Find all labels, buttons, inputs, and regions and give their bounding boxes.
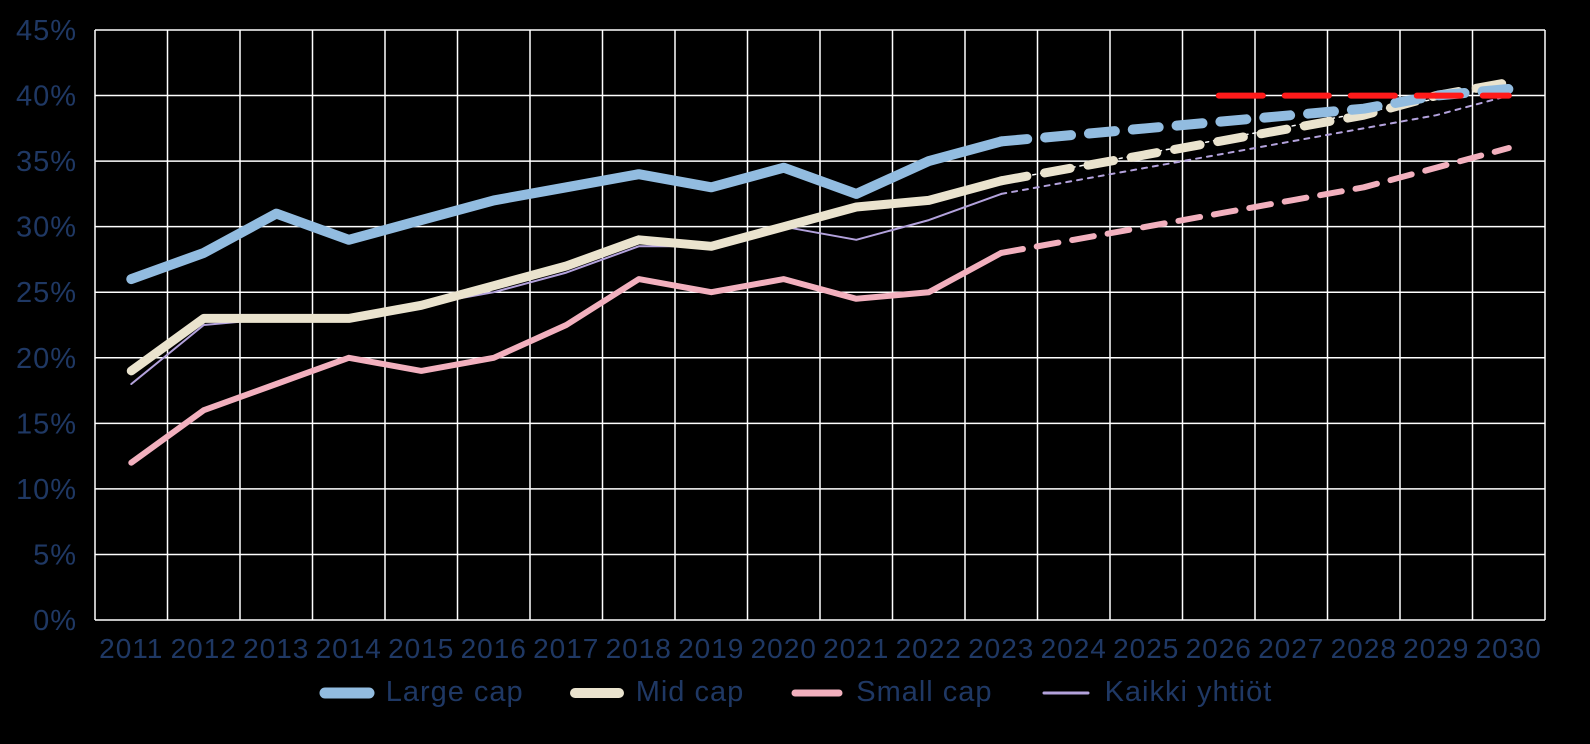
- x-axis-label: 2015: [388, 633, 454, 664]
- x-axis-label: 2028: [1331, 633, 1397, 664]
- x-axis-label: 2023: [968, 633, 1034, 664]
- x-axis-label: 2024: [1041, 633, 1107, 664]
- y-axis-label: 20%: [16, 343, 77, 375]
- legend-item-large-cap: Large cap: [318, 676, 524, 709]
- x-axis-label: 2022: [896, 633, 962, 664]
- series-mid-cap-forecast-line: [996, 77, 1514, 186]
- x-axis-label: 2029: [1403, 633, 1469, 664]
- x-axis-label: 2011: [99, 633, 163, 664]
- legend-item-small-cap: Small cap: [788, 676, 992, 709]
- x-axis-label: 2018: [606, 633, 672, 664]
- x-axis-label: 2020: [751, 633, 817, 664]
- series-small-cap-forecast-line: [998, 145, 1512, 256]
- series-large-cap-line: [126, 136, 1007, 285]
- large-cap-line-swatch-icon: [319, 687, 375, 698]
- series-kaikki-yhti-t-forecast-line: [1000, 94, 1510, 195]
- legend-item-kaikki-yhtiot: Kaikki yhtiöt: [1037, 676, 1273, 709]
- x-axis-label: 2026: [1186, 633, 1252, 664]
- y-axis-label: 25%: [16, 277, 77, 309]
- x-axis-label: 2013: [243, 633, 309, 664]
- mid-cap-line-swatch-icon: [569, 687, 624, 698]
- trendline: [1000, 84, 1510, 182]
- y-axis-label: 5%: [33, 539, 77, 571]
- x-axis-label: 2012: [171, 633, 237, 664]
- series-mid-cap-line: [126, 176, 1006, 376]
- series-small-cap-line: [128, 249, 1005, 466]
- y-axis-label: 0%: [33, 605, 77, 637]
- y-axis-label: 15%: [16, 408, 77, 440]
- x-axis-label: 2017: [533, 633, 599, 664]
- legend: Large cap Mid cap Small cap Kaikki yhtiö…: [0, 676, 1590, 709]
- x-axis-label: 2025: [1113, 633, 1179, 664]
- y-axis-label: 45%: [16, 15, 77, 47]
- x-axis-label: 2014: [316, 633, 382, 664]
- x-axis-label: 2027: [1258, 633, 1324, 664]
- x-axis-label: 2030: [1476, 633, 1542, 664]
- x-axis-label: 2016: [461, 633, 527, 664]
- x-axis-label: 2021: [823, 633, 889, 664]
- small-cap-line-swatch-icon: [791, 689, 843, 696]
- y-axis-label: 10%: [16, 474, 77, 506]
- kaikki-yhtiot-line-swatch-icon: [1042, 691, 1090, 694]
- legend-label-mid-cap: Mid cap: [635, 676, 745, 708]
- y-axis-label: 30%: [16, 212, 77, 244]
- y-axis-label: 35%: [16, 146, 77, 178]
- legend-label-small-cap: Small cap: [856, 676, 993, 708]
- legend-label-kaikki-yhtiot: Kaikki yhtiöt: [1104, 676, 1273, 708]
- y-axis-label: 40%: [16, 81, 77, 113]
- x-axis-label: 2019: [678, 633, 744, 664]
- legend-item-mid-cap: Mid cap: [568, 676, 745, 709]
- legend-label-large-cap: Large cap: [385, 676, 524, 708]
